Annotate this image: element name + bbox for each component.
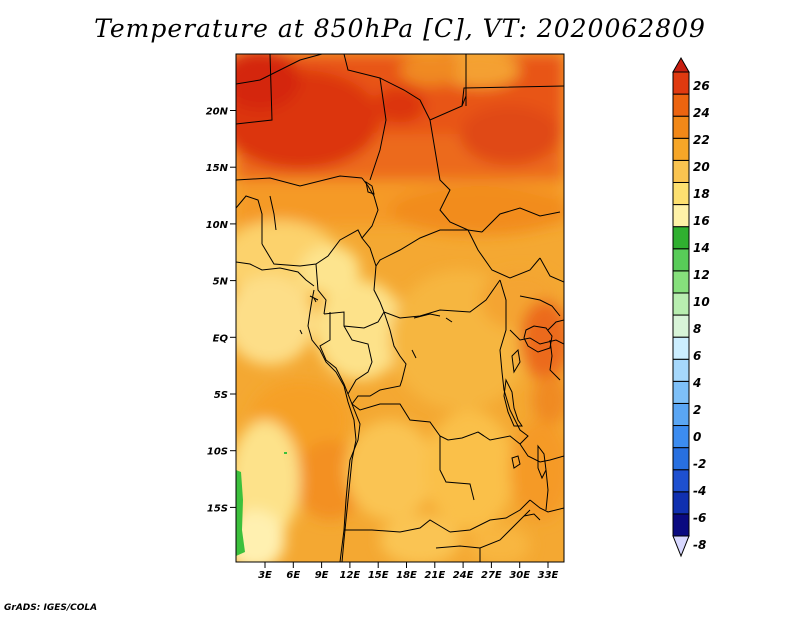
colorbar-label: 2 [693,403,701,417]
colorbar-segment [672,71,690,95]
credit-label: GrADS: IGES/COLA [4,603,98,613]
colorbar-segment [672,402,690,427]
longitude-tick-label: 30E [509,570,530,581]
colorbar-segment [672,469,690,493]
country-borders [236,54,564,562]
colorbar-segment [672,248,690,272]
longitude-tick-label: 27E [481,570,502,581]
colorbar-segment [672,513,690,537]
latitude-tick-label: 10S [207,447,228,458]
latitude-tick-label: 5S [214,390,228,401]
latitude-tick-label: 15S [207,503,228,514]
colorbar-segment [672,425,690,449]
longitude-tick-label: 24E [453,570,474,581]
latitude-tick-label: EQ [213,333,229,344]
longitude-tick-label: 21E [424,570,445,581]
colorbar-label: 18 [693,187,710,201]
colorbar-segment [672,93,690,117]
temperature-field [236,54,564,562]
longitude-tick-label: 15E [368,570,389,581]
colorbar-label: 24 [693,106,710,120]
colorbar-segment [672,491,690,515]
colorbar-label: 4 [692,376,701,390]
map-title: Temperature at 850hPa [C], VT: 202006280… [94,14,706,43]
colorbar-label: 14 [693,241,710,255]
colorbar-label: -6 [693,511,706,525]
longitude-tick-label: 12E [340,570,361,581]
colorbar-label: -4 [693,484,706,498]
colorbar-segment [672,535,690,558]
latitude-tick-label: 15N [206,163,229,174]
longitude-tick-label: 3E [258,570,272,581]
longitude-axis: 3E 6E 9E 12E 15E 18E 21E 24E 27E 30E 33E [258,562,559,581]
colorbar-segment [672,226,690,250]
colorbar-segment [672,270,690,294]
colorbar-label: -2 [693,457,706,471]
colorbar-label: 22 [693,133,710,147]
latitude-axis: 20N 15N 10N 5N EQ 5S 10S 15S [206,107,236,514]
colorbar-label: 16 [693,214,710,228]
longitude-tick-label: 33E [538,570,559,581]
colorbar-segment [672,358,690,382]
colorbar-label: 12 [693,268,710,282]
colorbar-segment [672,447,690,471]
colorbar-label: -8 [693,538,706,552]
colorbar-label: 6 [693,349,701,363]
colorbar-segment [672,159,690,183]
colorbar-segment [672,380,690,404]
colorbar-label: 10 [693,295,710,309]
colorbar-segment [672,115,690,139]
colorbar-segment [672,137,690,161]
latitude-tick-label: 20N [206,107,229,118]
colorbar-segment [672,181,690,206]
colorbar-label: 0 [693,430,701,444]
colorbar-segment [672,292,690,316]
longitude-tick-label: 18E [396,570,417,581]
colorbar-segment [672,314,690,338]
colorbar-segment [672,336,690,360]
colorbar-segment [672,204,690,228]
colorbar-segment [672,56,690,73]
colorbar-label: 8 [693,322,701,336]
colorbar-label: 20 [693,160,710,174]
longitude-tick-label: 9E [315,570,329,581]
latitude-tick-label: 10N [206,220,229,231]
colorbar-label: 26 [693,79,710,93]
map-frame [235,53,565,563]
longitude-tick-label: 6E [286,570,300,581]
latitude-tick-label: 5N [213,277,229,288]
